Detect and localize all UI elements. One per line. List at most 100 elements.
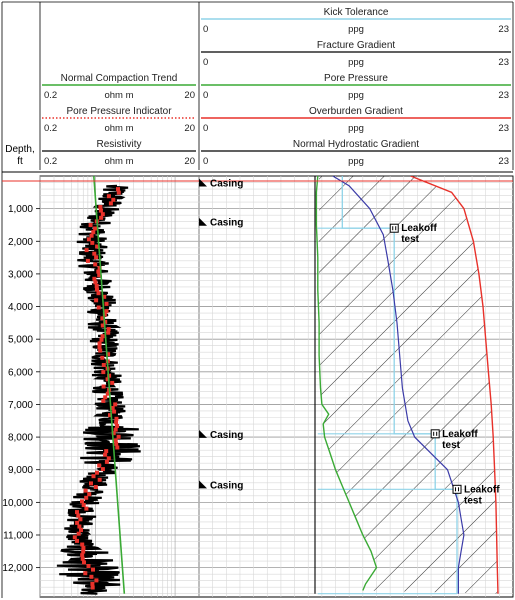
depth-tick-label: 4,000: [8, 302, 33, 313]
pore-pressure-indicator-point: [110, 380, 115, 385]
pore-pressure-indicator-point: [80, 556, 85, 561]
header-fracture-gradient-max: 23: [498, 57, 509, 68]
casing-label: Casing: [210, 430, 243, 441]
casing-label: Casing: [210, 480, 243, 491]
pore-pressure-indicator-point: [106, 352, 111, 357]
pore-pressure-indicator-point: [115, 445, 120, 450]
pore-pressure-indicator-point: [113, 438, 118, 443]
pore-pressure-indicator-point: [104, 449, 109, 454]
header-overburden-gradient-title: Overburden Gradient: [309, 106, 403, 117]
pore-pressure-indicator-point: [106, 327, 111, 332]
pore-pressure-indicator-point: [108, 413, 112, 418]
leakoff-test-marker: [430, 429, 440, 439]
pore-pressure-indicator-point: [91, 474, 96, 479]
pore-pressure-indicator-point: [102, 294, 107, 299]
header-fracture-gradient-title: Fracture Gradient: [317, 40, 396, 51]
pore-pressure-indicator-point: [114, 441, 119, 446]
pore-pressure-indicator-point: [91, 567, 95, 572]
header-normal-hydrostatic-gradient-title: Normal Hydrostatic Gradient: [293, 139, 419, 150]
pore-pressure-indicator-point: [103, 452, 108, 457]
depth-tick-label: 8,000: [8, 433, 33, 444]
header-pore-pressure-indicator-max: 20: [184, 123, 195, 134]
header-normal-hydrostatic-gradient-unit: ppg: [348, 156, 364, 167]
pore-pressure-indicator-point: [113, 402, 118, 407]
depth-axis-unit: ft: [17, 156, 23, 167]
header-normal-compaction-trend-min: 0.2: [44, 90, 57, 101]
pore-pressure-indicator-point: [80, 553, 85, 558]
annotations: CasingCasingCasingCasingLeakofftestLeako…: [2, 178, 513, 506]
pore-pressure-indicator-point: [116, 434, 121, 439]
pore-pressure-indicator-point: [79, 528, 83, 533]
depth-tick-label: 11,000: [3, 530, 33, 541]
header-resistivity-max: 20: [184, 156, 195, 167]
depth-tick-label: 10,000: [2, 498, 33, 509]
depth-tick-label: 3,000: [8, 269, 33, 280]
pore-pressure-indicator-point: [112, 409, 117, 414]
header-normal-compaction-trend-max: 20: [184, 90, 195, 101]
pore-pressure-indicator-point: [96, 269, 101, 274]
header-normal-hydrostatic-gradient-max: 23: [498, 156, 509, 167]
left-track-headers: Normal Compaction Trend 0.2 ohm m 20 Por…: [42, 73, 196, 167]
pressure-track: [314, 176, 499, 595]
pore-pressure-indicator-point: [84, 248, 89, 253]
header-overburden-gradient-min: 0: [203, 123, 208, 134]
pore-pressure-indicator-point: [93, 280, 98, 285]
header-kick-tolerance-max: 23: [498, 24, 509, 35]
pore-pressure-indicator-point: [108, 201, 113, 206]
pore-pressure-indicator-point: [84, 495, 89, 500]
normal-compaction-trend-line: [92, 176, 126, 594]
pore-pressure-indicator-point: [97, 477, 102, 482]
pore-pressure-indicator-point: [111, 431, 116, 436]
header-fracture-gradient-unit: ppg: [348, 57, 364, 68]
pore-pressure-indicator-point: [90, 585, 95, 590]
pore-pressure-indicator-point: [72, 535, 77, 540]
overburden-gradient-line: [410, 176, 499, 594]
pore-pressure-indicator-point: [81, 503, 86, 507]
pore-pressure-indicator-point: [105, 391, 110, 396]
pore-pressure-indicator-point: [76, 513, 81, 518]
pore-pressure-indicator-point: [97, 345, 102, 349]
pore-pressure-indicator-point: [106, 330, 111, 335]
pore-pressure-indicator-point: [81, 546, 86, 550]
leakoff-test-label: test: [401, 234, 419, 245]
depth-tick-label: 9,000: [8, 465, 33, 476]
casing-marker: [199, 178, 207, 187]
pore-pressure-indicator-point: [80, 542, 85, 547]
header-pore-pressure-indicator-title: Pore Pressure Indicator: [66, 106, 172, 117]
pore-pressure-indicator-point: [113, 427, 118, 432]
pore-pressure-indicator-point: [80, 499, 84, 504]
pore-pressure-indicator-point: [97, 341, 102, 346]
header-resistivity-min: 0.2: [44, 156, 57, 167]
depth-tick-label: 12,000: [2, 563, 33, 574]
pore-pressure-indicator-point: [97, 266, 102, 270]
pore-pressure-indicator-point: [89, 481, 93, 486]
leakoff-test-label: Leakoff: [401, 223, 437, 234]
pore-pressure-indicator-point: [95, 287, 99, 292]
leakoff-test-label: Leakoff: [442, 429, 478, 440]
leakoff-test-marker: [389, 223, 399, 233]
pore-pressure-indicator-point: [95, 470, 99, 475]
pore-pressure-indicator-point: [100, 323, 105, 328]
pore-pressure-indicator-point: [94, 284, 99, 288]
header-normal-compaction-trend-unit: ohm m: [104, 90, 133, 101]
resistivity-track: [56, 176, 141, 595]
pore-pressure-indicator-point: [75, 510, 79, 515]
pore-pressure-indicator-point: [116, 190, 121, 195]
pore-pressure-indicator-point: [90, 581, 95, 586]
pore-pressure-indicator-point: [82, 560, 86, 565]
pore-pressure-indicator-point: [100, 212, 105, 217]
header-kick-tolerance-unit: ppg: [348, 24, 364, 35]
header-fracture-gradient-min: 0: [203, 57, 208, 68]
pore-pressure-indicator-point: [92, 251, 97, 256]
right-track-headers: Kick Tolerance 0 ppg 23 Fracture Gradien…: [201, 7, 511, 167]
depth-tick-label: 7,000: [8, 400, 33, 411]
pore-pressure-indicator-point: [105, 377, 110, 382]
pore-pressure-indicator-point: [76, 531, 81, 536]
pore-pressure-indicator-point: [77, 524, 82, 529]
pore-pressure-indicator-point: [114, 416, 119, 421]
pore-pressure-indicator-point: [95, 244, 100, 249]
header-normal-hydrostatic-gradient-min: 0: [203, 156, 208, 167]
pore-pressure-indicator-point: [102, 312, 107, 317]
depth-tick-label: 5,000: [8, 335, 33, 346]
